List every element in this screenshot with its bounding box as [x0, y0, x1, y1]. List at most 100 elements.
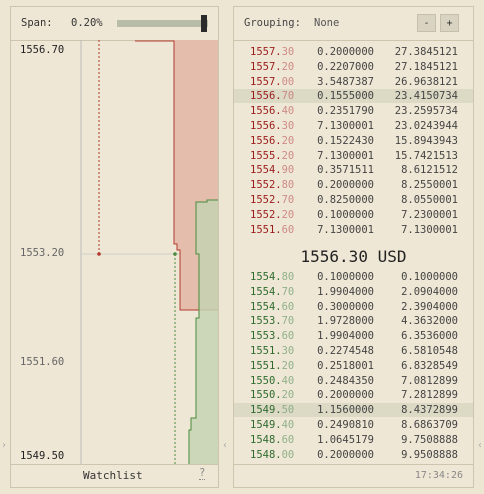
bid-amount: 0.2000000 — [317, 448, 374, 461]
bid-amount: 0.3000000 — [317, 300, 374, 313]
bid-total: 6.5810548 — [401, 345, 458, 357]
bid-price-main: 1550. — [250, 389, 282, 402]
bid-total: 0.1000000 — [401, 271, 458, 283]
ask-row[interactable]: 1557.30 0.2000000 27.3845121 — [234, 45, 473, 59]
ask-price-main: 1557. — [250, 60, 282, 73]
ask-price-decimals: 80 — [281, 179, 295, 192]
bid-row[interactable]: 1550.40 0.2484350 7.0812899 — [234, 374, 473, 388]
ask-price: 1557.30 — [250, 45, 310, 59]
bid-row[interactable]: 1549.50 1.1560000 8.4372899 — [234, 403, 473, 418]
bid-total: 6.3536000 — [401, 330, 458, 343]
bid-price: 1548.00 — [250, 448, 310, 462]
mid-price: 1556.30 USD — [300, 247, 407, 266]
bid-total: 2.0904000 — [401, 285, 458, 298]
ask-row[interactable]: 1554.90 0.3571511 8.6121512 — [234, 163, 473, 177]
ask-row[interactable]: 1556.30 7.1300001 23.0243944 — [234, 119, 473, 133]
bid-price-decimals: 20 — [281, 359, 295, 372]
ask-amount: 0.3571511 — [317, 164, 374, 177]
bid-row[interactable]: 1550.20 0.2000000 7.2812899 — [234, 388, 473, 402]
ask-price-main: 1554. — [250, 164, 282, 177]
bid-price: 1550.40 — [250, 374, 310, 388]
bid-row[interactable]: 1554.70 1.9904000 2.0904000 — [234, 285, 473, 299]
ask-row[interactable]: 1555.20 7.1300001 15.7421513 — [234, 149, 473, 163]
bid-amount: 0.2484350 — [317, 374, 374, 387]
ask-price: 1556.40 — [250, 104, 310, 118]
ask-row[interactable]: 1552.70 0.8250000 8.0550001 — [234, 193, 473, 207]
span-value: 0.20% — [71, 17, 103, 29]
bid-price-decimals: 60 — [281, 300, 295, 313]
ask-price-decimals: 20 — [281, 208, 295, 221]
grouping-label: Grouping: — [244, 17, 301, 29]
bid-row[interactable]: 1548.00 0.2000000 9.9508888 — [234, 448, 473, 462]
span-slider-handle[interactable] — [201, 15, 207, 32]
bid-cursor-dot — [173, 252, 177, 256]
ask-price-decimals: 40 — [281, 105, 295, 118]
ask-price-decimals: 30 — [281, 120, 295, 132]
bid-price-main: 1548. — [250, 433, 282, 446]
span-slider[interactable] — [117, 20, 208, 27]
ask-total: 23.2595734 — [394, 105, 458, 118]
ask-price: 1555.20 — [250, 149, 310, 163]
bid-price-decimals: 20 — [281, 389, 295, 402]
ask-price-decimals: 70 — [281, 194, 295, 206]
bid-total: 4.3632000 — [401, 315, 458, 328]
grouping-increase-button[interactable]: + — [440, 14, 459, 32]
bid-amount: 0.2000000 — [317, 389, 374, 402]
bid-price: 1554.80 — [250, 270, 310, 284]
bid-price-main: 1550. — [250, 374, 282, 387]
ask-amount: 7.1300001 — [317, 223, 374, 236]
bid-amount: 1.9904000 — [317, 330, 374, 343]
depth-chart-svg — [80, 40, 218, 465]
ask-row[interactable]: 1556.40 0.2351790 23.2595734 — [234, 104, 473, 118]
depth-chart[interactable]: 1556.70 1553.20 1551.60 1549.50 — [11, 40, 218, 465]
ask-price-decimals: 20 — [281, 134, 295, 147]
ask-price: 1556.20 — [250, 134, 310, 148]
ask-row[interactable]: 1556.20 0.1522430 15.8943943 — [234, 134, 473, 148]
ask-price-decimals: 00 — [281, 75, 295, 88]
ask-amount: 7.1300001 — [317, 120, 374, 132]
right-collapse-arrow-icon[interactable]: ‹ — [477, 440, 484, 451]
y-label-top: 1556.70 — [20, 44, 65, 56]
bid-row[interactable]: 1548.60 1.0645179 9.7508888 — [234, 433, 473, 447]
ask-price-main: 1556. — [250, 105, 282, 118]
help-link[interactable]: ? — [199, 467, 206, 480]
bid-total: 7.2812899 — [401, 389, 458, 402]
bid-price-decimals: 50 — [281, 404, 295, 417]
ask-price: 1556.70 — [250, 89, 310, 103]
ask-total: 27.1845121 — [394, 60, 458, 73]
bid-total: 2.3904000 — [401, 300, 458, 313]
ask-total: 7.1300001 — [401, 223, 458, 236]
ask-price-decimals: 60 — [281, 223, 295, 236]
bid-price: 1551.30 — [250, 344, 310, 358]
bid-row[interactable]: 1551.30 0.2274548 6.5810548 — [234, 344, 473, 358]
ask-row[interactable]: 1556.70 0.1555000 23.4150734 — [234, 89, 473, 104]
ask-row[interactable]: 1552.20 0.1000000 7.2300001 — [234, 208, 473, 222]
ask-row[interactable]: 1551.60 7.1300001 7.1300001 — [234, 223, 473, 237]
bid-row[interactable]: 1554.60 0.3000000 2.3904000 — [234, 300, 473, 314]
order-book-panel: Grouping: None - + 1557.30 0.2000000 27.38… — [233, 6, 474, 488]
bid-total: 9.7508888 — [401, 433, 458, 446]
grouping-header: Grouping: None - + — [234, 7, 473, 41]
ask-price: 1552.20 — [250, 208, 310, 222]
bid-row[interactable]: 1549.40 0.2490810 8.6863709 — [234, 418, 473, 432]
ask-row[interactable]: 1557.00 3.5487387 26.9638121 — [234, 75, 473, 89]
bid-amount: 0.2274548 — [317, 345, 374, 357]
ask-row[interactable]: 1552.80 0.2000000 8.2550001 — [234, 178, 473, 192]
grouping-decrease-button[interactable]: - — [417, 14, 436, 32]
bid-price: 1548.60 — [250, 433, 310, 447]
bid-total: 7.0812899 — [401, 374, 458, 387]
ask-amount: 0.1000000 — [317, 208, 374, 221]
middle-collapse-arrow-icon[interactable]: ‹ — [222, 440, 229, 451]
bid-row[interactable]: 1554.80 0.1000000 0.1000000 — [234, 270, 473, 284]
bid-price-main: 1553. — [250, 330, 282, 343]
bid-row[interactable]: 1553.60 1.9904000 6.3536000 — [234, 329, 473, 343]
ask-price: 1551.60 — [250, 223, 310, 237]
ask-row[interactable]: 1557.20 0.2207000 27.1845121 — [234, 60, 473, 74]
left-expand-arrow-icon[interactable]: › — [1, 440, 8, 451]
watchlist-button[interactable]: Watchlist — [83, 469, 143, 482]
bid-row[interactable]: 1551.20 0.2518001 6.8328549 — [234, 359, 473, 373]
bid-row[interactable]: 1553.70 1.9728000 4.3632000 — [234, 314, 473, 328]
ask-total: 23.4150734 — [394, 90, 458, 103]
ask-amount: 0.1522430 — [317, 134, 374, 147]
ask-price-main: 1557. — [250, 75, 282, 88]
